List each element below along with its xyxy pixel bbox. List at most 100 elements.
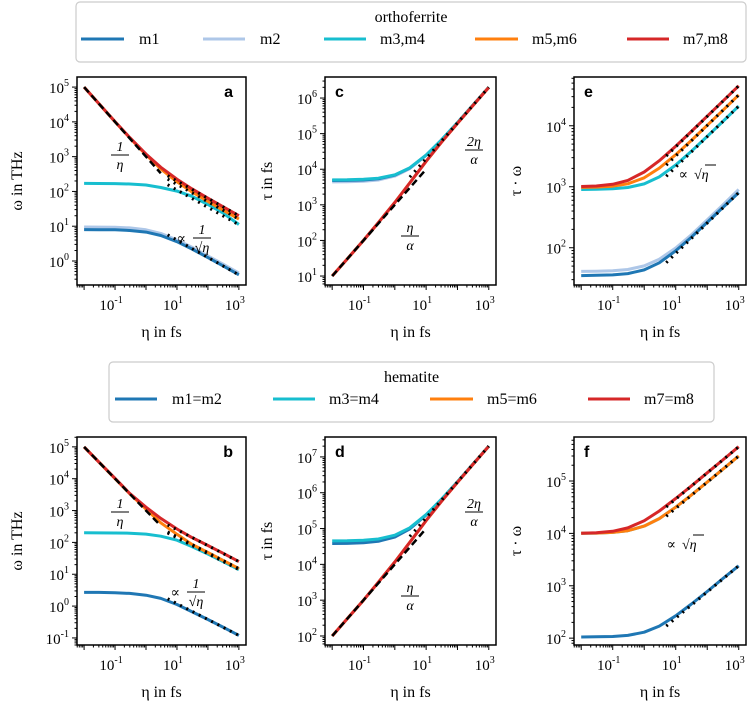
fraction-denominator: √η bbox=[189, 595, 204, 610]
x-tick-label: 101 bbox=[412, 295, 432, 314]
y-tick-label: 107 bbox=[297, 448, 317, 467]
series-line-m3=m4 bbox=[332, 445, 490, 543]
legend-title: orthoferrite bbox=[375, 9, 448, 26]
plot-area bbox=[581, 445, 740, 639]
axes-frame bbox=[76, 436, 247, 646]
legend-hematite: hematite m1=m2 m3=m4 m5=m6 m7=m8 bbox=[108, 361, 715, 423]
x-tick-label: 103 bbox=[225, 655, 245, 674]
y-tick-label: 10-1 bbox=[46, 629, 69, 648]
panel-a: 10-1 101 103 100 101 102 103 104 105 η in fs ω in … bbox=[9, 76, 247, 341]
y-tick-label: 106 bbox=[297, 89, 317, 108]
fraction-denominator: α bbox=[406, 599, 414, 614]
asymptote-dashed bbox=[83, 86, 162, 175]
asymptote-dotted bbox=[665, 445, 740, 509]
plot-area bbox=[331, 86, 490, 277]
fraction-numerator: 1 bbox=[193, 577, 200, 592]
legend-box bbox=[108, 361, 715, 423]
plot-area bbox=[82, 86, 240, 277]
proportional-symbol: ∝ bbox=[679, 168, 688, 183]
plot-area bbox=[331, 445, 490, 637]
series-line-m7,m8 bbox=[581, 84, 740, 188]
legend-entry-label: m1=m2 bbox=[172, 391, 222, 408]
x-tick-label: 101 bbox=[163, 295, 183, 314]
x-axis-label: η in fs bbox=[141, 684, 181, 701]
annotation: ∝ √η bbox=[667, 534, 704, 553]
axes-frame bbox=[324, 436, 497, 646]
asymptote-dotted bbox=[408, 86, 490, 179]
panel-letter: a bbox=[224, 84, 233, 101]
series-line-m7=m8 bbox=[83, 445, 240, 563]
y-axis-label: ω in THz bbox=[9, 511, 26, 570]
annotation: 1η bbox=[111, 497, 129, 530]
asymptote-dotted bbox=[665, 105, 740, 178]
series-line-m3,m4 bbox=[332, 86, 490, 182]
legend-entry-label: m7,m8 bbox=[683, 31, 728, 48]
legend-entry-label: m5,m6 bbox=[532, 31, 577, 48]
annotation: 2η α bbox=[465, 497, 483, 530]
x-tick-label: 10-1 bbox=[99, 655, 122, 674]
x-axis-label: η in fs bbox=[141, 324, 181, 341]
y-axis-label: τ in fs bbox=[259, 162, 276, 200]
x-axis-label: η in fs bbox=[390, 324, 430, 341]
legend-entry-label: m7=m8 bbox=[644, 391, 694, 408]
panel-c: 10-1 101 103 101 102 103 104 105 106 η in fs τ in … bbox=[259, 76, 497, 341]
asymptote-dotted bbox=[665, 191, 740, 264]
y-tick-label: 102 bbox=[49, 182, 69, 201]
x-tick-label: 10-1 bbox=[348, 295, 371, 314]
panel-e: 10-1 101 103 102 103 104 η in fs τ · ω e ∝ √η bbox=[508, 76, 747, 341]
panel-letter: e bbox=[584, 84, 593, 101]
y-tick-label: 102 bbox=[546, 629, 566, 648]
y-tick-label: 103 bbox=[49, 502, 69, 521]
annotation: ∝ √η bbox=[679, 164, 716, 183]
annotation-root: √η bbox=[682, 538, 697, 553]
x-tick-label: 10-1 bbox=[99, 295, 122, 314]
fraction-denominator: η bbox=[117, 515, 124, 530]
y-tick-label: 105 bbox=[297, 520, 317, 539]
annotation: ηα bbox=[401, 581, 419, 614]
fraction-denominator: α bbox=[406, 239, 414, 254]
fraction-numerator: η bbox=[407, 221, 414, 236]
asymptote-dotted bbox=[665, 454, 740, 518]
x-axis-label: η in fs bbox=[640, 684, 680, 701]
asymptote-dotted bbox=[665, 84, 740, 158]
y-tick-label: 102 bbox=[297, 627, 317, 646]
annotation: ηα bbox=[401, 221, 419, 254]
series-line-m2 bbox=[84, 225, 240, 275]
panel-d: 10-1 101 103 102 103 104 105 106 107 η in fs τ in … bbox=[259, 436, 497, 701]
y-tick-label: 104 bbox=[546, 524, 566, 543]
y-tick-label: 103 bbox=[546, 577, 566, 596]
y-tick-label: 105 bbox=[546, 472, 566, 491]
series-line-m7,m8 bbox=[82, 86, 240, 218]
y-tick-label: 103 bbox=[297, 591, 317, 610]
x-tick-label: 101 bbox=[662, 655, 682, 674]
proportional-symbol: ∝ bbox=[171, 586, 180, 601]
annotation: ∝ 1 √η bbox=[171, 577, 205, 610]
asymptote-dotted bbox=[665, 564, 740, 628]
y-tick-label: 105 bbox=[297, 125, 317, 144]
fraction-numerator: 2η bbox=[467, 135, 481, 150]
fraction-denominator: η bbox=[117, 158, 124, 173]
y-axis-label: τ · ω bbox=[508, 526, 525, 556]
panel-letter: b bbox=[223, 444, 233, 461]
y-tick-label: 104 bbox=[49, 113, 69, 132]
x-tick-label: 10-1 bbox=[348, 655, 371, 674]
y-tick-label: 104 bbox=[297, 555, 317, 574]
y-tick-label: 102 bbox=[297, 231, 317, 250]
y-tick-label: 102 bbox=[49, 533, 69, 552]
y-tick-label: 102 bbox=[546, 239, 566, 258]
panel-letter: d bbox=[335, 444, 345, 461]
x-tick-label: 101 bbox=[662, 295, 682, 314]
y-tick-label: 101 bbox=[297, 267, 317, 286]
legend-entry-label: m5=m6 bbox=[487, 391, 537, 408]
asymptote-dotted bbox=[665, 93, 740, 167]
fraction-denominator: α bbox=[470, 153, 478, 168]
legend-entry-label: m2 bbox=[260, 31, 280, 48]
x-tick-label: 103 bbox=[725, 655, 745, 674]
x-tick-label: 101 bbox=[163, 655, 183, 674]
y-tick-label: 100 bbox=[49, 597, 69, 616]
fraction-denominator: √η bbox=[195, 241, 210, 256]
axes-frame bbox=[573, 76, 747, 286]
series-line-m3,m4 bbox=[84, 181, 240, 226]
panel-f: 10-1 101 103 102 103 104 105 η in fs τ · ω f ∝ √η bbox=[508, 436, 747, 701]
